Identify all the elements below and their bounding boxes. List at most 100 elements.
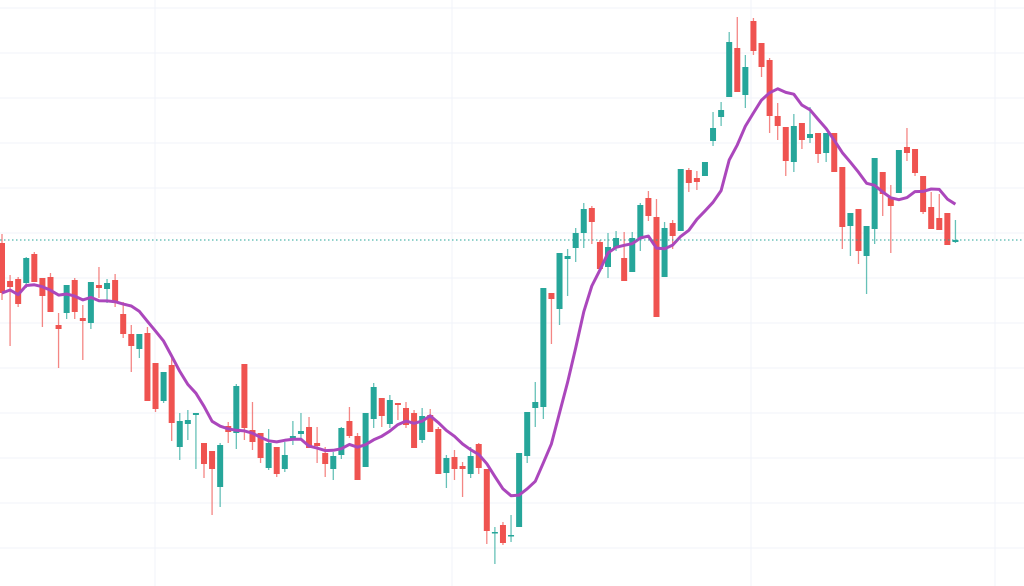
candle (895, 150, 902, 193)
candle (265, 429, 272, 470)
candle-body (483, 469, 490, 531)
candle-body (168, 365, 175, 423)
candle (435, 427, 442, 474)
candle-body (887, 197, 894, 206)
candle-body (443, 458, 450, 473)
candle-body (192, 413, 199, 415)
candle-body (524, 412, 531, 456)
candle-body (693, 178, 700, 182)
candle-body (7, 281, 14, 287)
candle-body (297, 431, 304, 434)
candle (249, 402, 256, 450)
candle-body (314, 443, 321, 446)
candle (403, 402, 409, 428)
candle (241, 364, 248, 440)
candle (63, 285, 70, 319)
candle (0, 234, 5, 300)
candle (790, 114, 797, 172)
candle-body (467, 456, 474, 474)
candle-body (491, 532, 498, 534)
candle (588, 206, 595, 244)
candle-body (750, 21, 757, 51)
candle-body (55, 325, 62, 329)
candle (87, 282, 94, 329)
candle (152, 363, 159, 412)
candle (580, 203, 587, 248)
candle-body (936, 218, 943, 230)
candle (685, 168, 692, 192)
candle (31, 252, 38, 282)
candle (936, 194, 943, 230)
candle-body (782, 127, 789, 161)
candle-body (144, 333, 151, 401)
candle-body (23, 258, 30, 283)
candle-body (742, 67, 749, 95)
candle-body (758, 43, 765, 67)
candle-body (370, 387, 377, 419)
candle-body (685, 170, 692, 183)
candle (766, 58, 773, 133)
candle (362, 413, 369, 467)
candle (532, 382, 539, 427)
candle (774, 103, 781, 140)
candle-body (637, 205, 644, 238)
candle (637, 203, 644, 251)
candle-body (136, 334, 143, 349)
candle (128, 325, 135, 372)
candle (79, 305, 86, 360)
candle-body (580, 209, 587, 233)
candle-body (378, 398, 385, 416)
candle (701, 162, 708, 176)
candle (734, 17, 741, 92)
candle (427, 409, 434, 432)
candle-body (120, 314, 127, 334)
candle-body (209, 451, 216, 469)
candle-body (572, 233, 579, 248)
candle-body (645, 198, 652, 216)
candle-body (807, 134, 813, 138)
candle-body (798, 123, 805, 140)
candle-body (79, 318, 86, 321)
candle (314, 427, 321, 463)
candle (677, 169, 684, 231)
candle (855, 209, 862, 264)
candle-body (823, 133, 830, 153)
candle (419, 408, 426, 443)
candle (346, 407, 353, 438)
candle (411, 410, 418, 448)
candle (726, 32, 733, 97)
candle-body (766, 60, 773, 116)
candle (370, 383, 377, 428)
candle (798, 123, 805, 149)
candle-body (128, 334, 135, 346)
candle-body (362, 413, 369, 467)
candle (839, 167, 846, 249)
candle-body (734, 48, 741, 92)
candle (144, 327, 151, 401)
candle (750, 18, 757, 55)
candle-body (176, 421, 183, 447)
candle-body (249, 430, 256, 442)
candle-body (273, 447, 280, 474)
candle (7, 275, 14, 346)
candle-body (508, 535, 515, 537)
candle-body (338, 428, 345, 455)
candle-body (952, 240, 959, 242)
candle-body (920, 176, 927, 212)
candle-body (726, 42, 733, 97)
candle (540, 288, 547, 419)
moving-average-line (1, 87, 957, 498)
candle-body (459, 466, 466, 469)
candle (742, 55, 749, 108)
candle-body (0, 243, 5, 293)
candle (693, 171, 700, 190)
candle-body (847, 213, 854, 226)
candle (572, 228, 579, 262)
candle (718, 102, 725, 126)
candle-body (184, 420, 191, 424)
candle-body (63, 285, 70, 313)
candle-body (265, 443, 272, 468)
candle-body (31, 254, 38, 282)
